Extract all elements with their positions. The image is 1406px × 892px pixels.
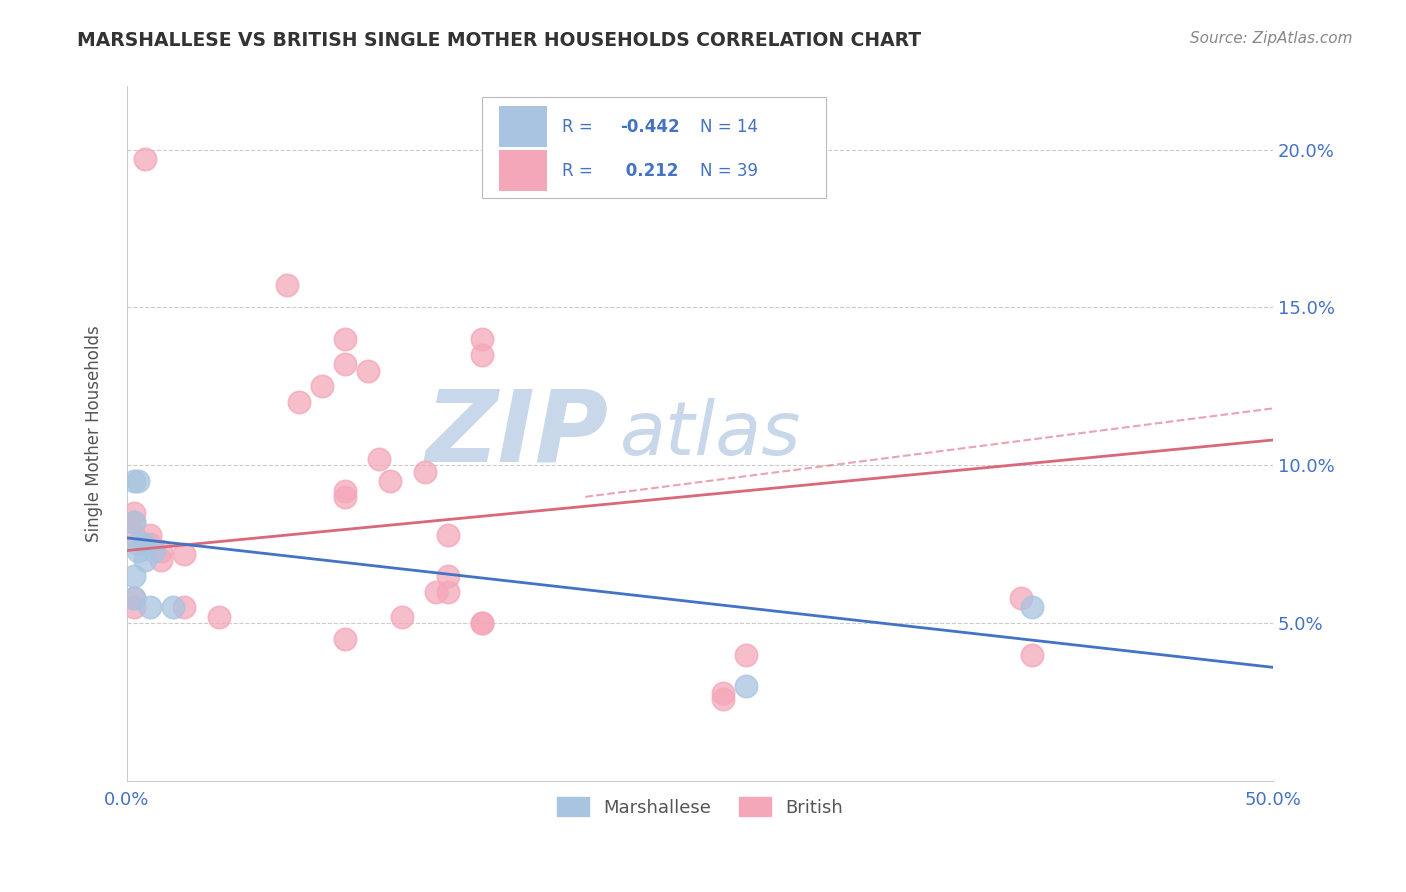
- Point: [127, 537, 149, 551]
- Point: [1021, 600, 1043, 615]
- Point: [413, 465, 436, 479]
- Point: [122, 474, 145, 488]
- Point: [139, 600, 162, 615]
- Point: [333, 490, 356, 504]
- Point: [471, 332, 494, 346]
- FancyBboxPatch shape: [482, 96, 825, 197]
- Legend: Marshallese, British: Marshallese, British: [550, 790, 851, 824]
- Point: [1021, 648, 1043, 662]
- Text: -0.442: -0.442: [620, 118, 679, 136]
- Point: [122, 591, 145, 605]
- Point: [288, 395, 311, 409]
- Point: [734, 648, 756, 662]
- Text: atlas: atlas: [620, 398, 801, 470]
- Point: [311, 379, 333, 393]
- Point: [471, 348, 494, 362]
- Point: [162, 600, 184, 615]
- Point: [425, 584, 447, 599]
- Point: [122, 515, 145, 529]
- Point: [276, 278, 298, 293]
- Text: R =: R =: [562, 161, 599, 179]
- Point: [436, 584, 458, 599]
- Point: [207, 609, 229, 624]
- Point: [150, 553, 173, 567]
- Point: [356, 363, 378, 377]
- Point: [127, 474, 149, 488]
- Point: [122, 506, 145, 520]
- Point: [333, 357, 356, 371]
- Point: [122, 527, 145, 541]
- Point: [368, 452, 391, 467]
- Point: [122, 591, 145, 605]
- Point: [471, 616, 494, 631]
- Point: [333, 483, 356, 498]
- Text: ZIP: ZIP: [425, 385, 609, 483]
- Point: [139, 527, 162, 541]
- Point: [173, 600, 195, 615]
- Point: [436, 568, 458, 582]
- Text: 0.212: 0.212: [620, 161, 678, 179]
- FancyBboxPatch shape: [499, 106, 547, 147]
- Text: MARSHALLESE VS BRITISH SINGLE MOTHER HOUSEHOLDS CORRELATION CHART: MARSHALLESE VS BRITISH SINGLE MOTHER HOU…: [77, 31, 921, 50]
- Point: [333, 332, 356, 346]
- Point: [711, 685, 734, 699]
- FancyBboxPatch shape: [499, 150, 547, 191]
- Text: Source: ZipAtlas.com: Source: ZipAtlas.com: [1189, 31, 1353, 46]
- Point: [122, 515, 145, 529]
- Point: [139, 537, 162, 551]
- Point: [436, 527, 458, 541]
- Text: N = 39: N = 39: [700, 161, 758, 179]
- Y-axis label: Single Mother Households: Single Mother Households: [86, 326, 103, 542]
- Point: [134, 553, 156, 567]
- Point: [122, 600, 145, 615]
- Point: [143, 543, 166, 558]
- Point: [122, 568, 145, 582]
- Point: [734, 679, 756, 693]
- Point: [471, 616, 494, 631]
- Point: [1010, 591, 1032, 605]
- Point: [134, 152, 156, 166]
- Point: [711, 692, 734, 706]
- Point: [391, 609, 413, 624]
- Point: [333, 632, 356, 646]
- Text: N = 14: N = 14: [700, 118, 758, 136]
- Point: [134, 537, 156, 551]
- Point: [380, 474, 402, 488]
- Text: R =: R =: [562, 118, 599, 136]
- Point: [127, 543, 149, 558]
- Point: [150, 543, 173, 558]
- Point: [173, 547, 195, 561]
